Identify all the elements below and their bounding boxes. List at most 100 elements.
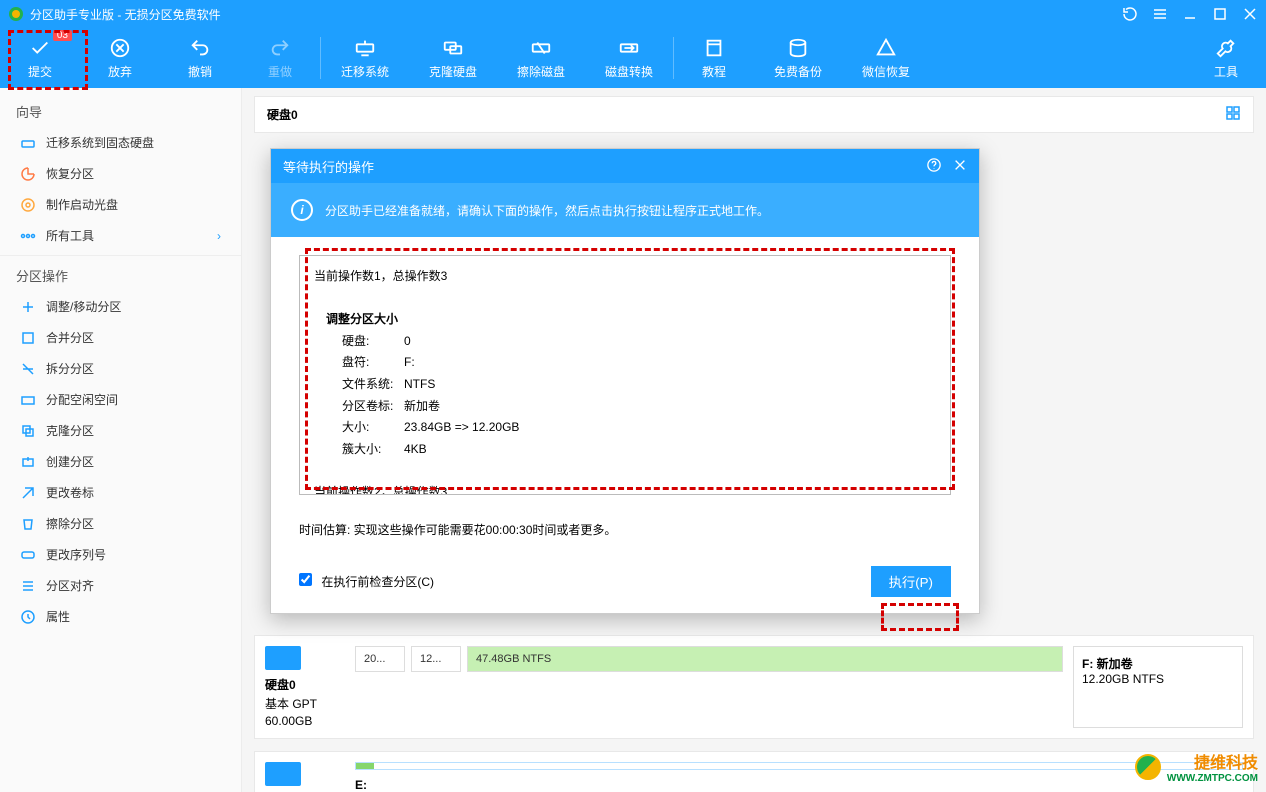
sidebar-ops-header: 分区操作 [0,260,241,291]
check-checkbox[interactable] [299,573,312,586]
op-summary: 当前操作数1，总操作数3 [314,266,936,288]
tutorial-button[interactable]: 教程 [674,28,754,88]
clone-disk-button[interactable]: 克隆硬盘 [409,28,497,88]
close-icon[interactable] [1242,6,1258,22]
submit-button[interactable]: 03 提交 [0,28,80,88]
disk0-title-bar: 硬盘0 [254,96,1254,133]
app-title: 分区助手专业版 - 无损分区免费软件 [30,6,221,23]
disk-icon [265,646,301,670]
op-row: 文件系统:NTFS [314,374,936,396]
op-key: 分区卷标: [314,396,404,418]
sidebar-ops-item[interactable]: 属性 [0,601,241,632]
redo-icon [269,37,291,59]
convert-disk-button[interactable]: 磁盘转换 [585,28,673,88]
sidebar-item-label: 恢复分区 [46,165,94,182]
sidebar-item-label: 属性 [46,608,70,625]
wechat-recover-button[interactable]: 微信恢复 [842,28,930,88]
maximize-icon[interactable] [1212,6,1228,22]
partition[interactable]: 20... [355,646,405,672]
execute-button[interactable]: 执行(P) [871,566,951,597]
sidebar-item-icon [20,299,36,315]
part-label: E: [355,778,367,792]
op-key: 大小: [314,417,404,439]
op-value: 新加卷 [404,396,440,418]
sidebar-item-label: 调整/移动分区 [46,298,121,315]
sidebar-item-icon [20,609,36,625]
wipe-disk-button[interactable]: 擦除磁盘 [497,28,585,88]
sidebar-item-label: 创建分区 [46,453,94,470]
sidebar-guide-item[interactable]: 所有工具› [0,220,241,251]
sidebar-item-label: 克隆分区 [46,422,94,439]
op-summary: 当前操作数2，总操作数3 [314,482,936,495]
sidebar-ops-item[interactable]: 调整/移动分区 [0,291,241,322]
pending-operations-dialog: 等待执行的操作 i 分区助手已经准备就绪，请确认下面的操作，然后点击执行按钮让程… [270,148,980,614]
sidebar-ops-item[interactable]: 分区对齐 [0,570,241,601]
sidebar: 向导 迁移系统到固态硬盘恢复分区制作启动光盘所有工具› 分区操作 调整/移动分区… [0,88,242,792]
sidebar-item-icon [20,392,36,408]
toolbar: 03 提交 放弃 撤销 重做 迁移系统 克隆硬盘 擦除磁盘 磁盘转换 教程 免费… [0,28,1266,88]
partition[interactable]: 12... [411,646,461,672]
check-before-exec[interactable]: 在执行前检查分区(C) [299,573,434,590]
op-value: 23.84GB => 12.20GB [404,417,519,439]
discard-button[interactable]: 放弃 [80,28,160,88]
op-row: 簇大小:4KB [314,439,936,461]
dialog-info-text: 分区助手已经准备就绪，请确认下面的操作，然后点击执行按钮让程序正式地工作。 [325,202,769,219]
operations-list[interactable]: 当前操作数1，总操作数3 调整分区大小 硬盘:0盘符:F:文件系统:NTFS分区… [299,255,951,495]
backup-button[interactable]: 免费备份 [754,28,842,88]
sidebar-ops-item[interactable]: 拆分分区 [0,353,241,384]
watermark-url: WWW.ZMTPC.COM [1167,773,1258,784]
sidebar-ops-item[interactable]: 擦除分区 [0,508,241,539]
sidebar-item-icon [20,516,36,532]
sidebar-ops-item[interactable]: 克隆分区 [0,415,241,446]
submit-badge: 03 [53,30,72,41]
watermark-logo-icon [1135,754,1161,780]
sidebar-item-icon [20,166,36,182]
disk0-card: 硬盘0 基本 GPT 60.00GB 20... 12... 47.48GB N… [254,635,1254,739]
view-grid-icon[interactable] [1225,105,1241,124]
sidebar-ops-item[interactable]: 创建分区 [0,446,241,477]
sidebar-item-label: 制作启动光盘 [46,196,118,213]
disk0-size: 60.00GB [265,714,312,728]
watermark: 捷维科技 WWW.ZMTPC.COM [1135,749,1258,784]
sidebar-item-icon [20,197,36,213]
partition-selected[interactable]: 47.48GB NTFS [467,646,1063,672]
disk0-name: 硬盘0 [265,676,296,693]
refresh-icon[interactable] [1122,6,1138,22]
sidebar-guide-item[interactable]: 制作启动光盘 [0,189,241,220]
sidebar-item-icon [20,485,36,501]
op-value: NTFS [404,374,435,396]
check-icon [29,37,51,59]
sidebar-ops-item[interactable]: 更改卷标 [0,477,241,508]
op-key: 文件系统: [314,374,404,396]
sidebar-guide-item[interactable]: 迁移系统到固态硬盘 [0,127,241,158]
sidebar-item-label: 所有工具 [46,227,94,244]
sidebar-item-label: 拆分分区 [46,360,94,377]
help-icon[interactable] [927,158,941,175]
dialog-titlebar: 等待执行的操作 [271,149,979,183]
sidebar-ops-item[interactable]: 更改序列号 [0,539,241,570]
migrate-system-button[interactable]: 迁移系统 [321,28,409,88]
wipe-icon [530,37,552,59]
window-controls [1122,6,1258,22]
op-key: 硬盘: [314,331,404,353]
disk0-type: 基本 GPT [265,695,317,712]
sidebar-item-label: 更改序列号 [46,546,106,563]
close-icon[interactable] [953,158,967,175]
redo-button[interactable]: 重做 [240,28,320,88]
sidebar-item-icon [20,454,36,470]
sidebar-guide-item[interactable]: 恢复分区 [0,158,241,189]
undo-button[interactable]: 撤销 [160,28,240,88]
menu-icon[interactable] [1152,6,1168,22]
sidebar-ops-item[interactable]: 分配空闲空间 [0,384,241,415]
minimize-icon[interactable] [1182,6,1198,22]
op-row: 盘符:F: [314,352,936,374]
migrate-icon [354,37,376,59]
sidebar-item-label: 擦除分区 [46,515,94,532]
info-icon: i [291,199,313,221]
tools-button[interactable]: 工具 [1186,28,1266,88]
part-label: F: 新加卷 [1082,657,1133,671]
sidebar-ops-item[interactable]: 合并分区 [0,322,241,353]
convert-icon [618,37,640,59]
partition-detail[interactable]: F: 新加卷 12.20GB NTFS [1073,646,1243,728]
sidebar-item-label: 迁移系统到固态硬盘 [46,134,154,151]
